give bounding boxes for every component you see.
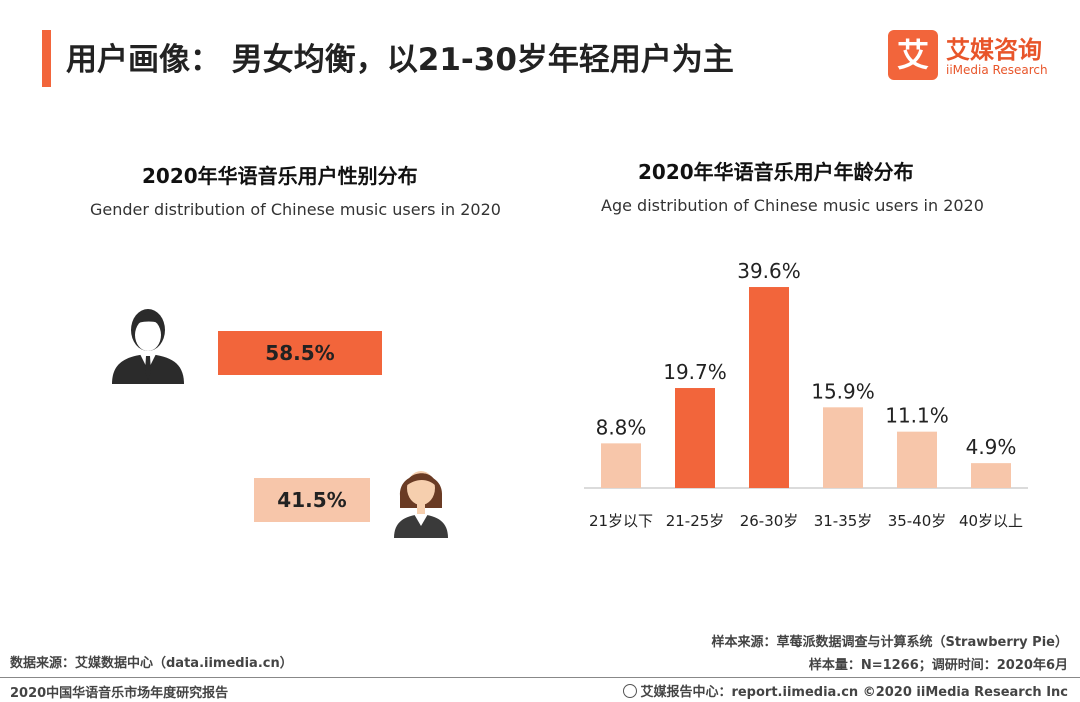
female-share-bar: 41.5% xyxy=(254,478,370,522)
sample-source-note: 样本来源：草莓派数据调查与计算系统（Strawberry Pie） xyxy=(711,635,1068,650)
age-bar-value-label-5: 4.9% xyxy=(966,435,1017,459)
gender-chart-title: 2020年华语音乐用户性别分布 xyxy=(142,164,418,188)
logo-name-en: iiMedia Research xyxy=(946,63,1048,77)
logo-mark-icon: 艾 xyxy=(888,30,938,80)
report-center-text: 艾媒报告中心：report.iimedia.cn ©2020 iiMedia R… xyxy=(640,685,1068,700)
age-bar-value-label-1: 19.7% xyxy=(663,360,727,384)
age-category-label-0: 21岁以下 xyxy=(589,512,653,530)
page-title: 用户画像： 男女均衡，以21-30岁年轻用户为主 xyxy=(66,42,734,78)
male-share-bar: 58.5% xyxy=(218,331,382,375)
age-bar-1 xyxy=(675,388,715,488)
brand-logo: 艾 艾媒咨询 iiMedia Research xyxy=(888,30,1068,82)
sample-size-note: 样本量：N=1266；调研时间：2020年6月 xyxy=(808,658,1068,673)
age-bar-value-label-4: 11.1% xyxy=(885,404,949,428)
age-category-label-5: 40岁以上 xyxy=(959,512,1023,530)
age-bar-value-label-3: 15.9% xyxy=(811,379,875,403)
age-category-label-3: 31-35岁 xyxy=(814,512,873,530)
age-category-label-4: 35-40岁 xyxy=(888,512,947,530)
gender-chart-subtitle: Gender distribution of Chinese music use… xyxy=(90,200,501,219)
age-bar-3 xyxy=(823,407,863,488)
male-share-label: 58.5% xyxy=(265,341,335,365)
male-user-icon xyxy=(112,309,184,384)
data-source-note: 数据来源：艾媒数据中心（data.iimedia.cn） xyxy=(10,656,293,671)
age-bar-0 xyxy=(601,443,641,488)
age-category-label-2: 26-30岁 xyxy=(740,512,799,530)
age-bar-chart: 8.8% 21岁以下 19.7% 21-25岁 39.6% 26-30岁 15.9% 31-3… xyxy=(584,259,1028,530)
age-bar-5 xyxy=(971,463,1011,488)
age-chart-subtitle: Age distribution of Chinese music users … xyxy=(601,196,984,215)
female-share-label: 41.5% xyxy=(277,488,347,512)
title-accent-bar xyxy=(42,30,51,87)
age-chart-title: 2020年华语音乐用户年龄分布 xyxy=(638,160,914,184)
footer-divider xyxy=(0,677,1080,678)
age-category-label-1: 21-25岁 xyxy=(666,512,725,530)
report-name: 2020中国华语音乐市场年度研究报告 xyxy=(10,686,229,701)
globe-icon xyxy=(623,684,638,698)
age-bar-4 xyxy=(897,431,937,488)
report-center: 艾媒报告中心：report.iimedia.cn ©2020 iiMedia R… xyxy=(623,681,1068,700)
logo-name-cn: 艾媒咨询 xyxy=(946,36,1042,64)
age-bar-value-label-2: 39.6% xyxy=(737,259,801,283)
age-bar-value-label-0: 8.8% xyxy=(596,415,647,439)
female-user-icon xyxy=(394,471,448,538)
age-bar-2 xyxy=(749,287,789,488)
